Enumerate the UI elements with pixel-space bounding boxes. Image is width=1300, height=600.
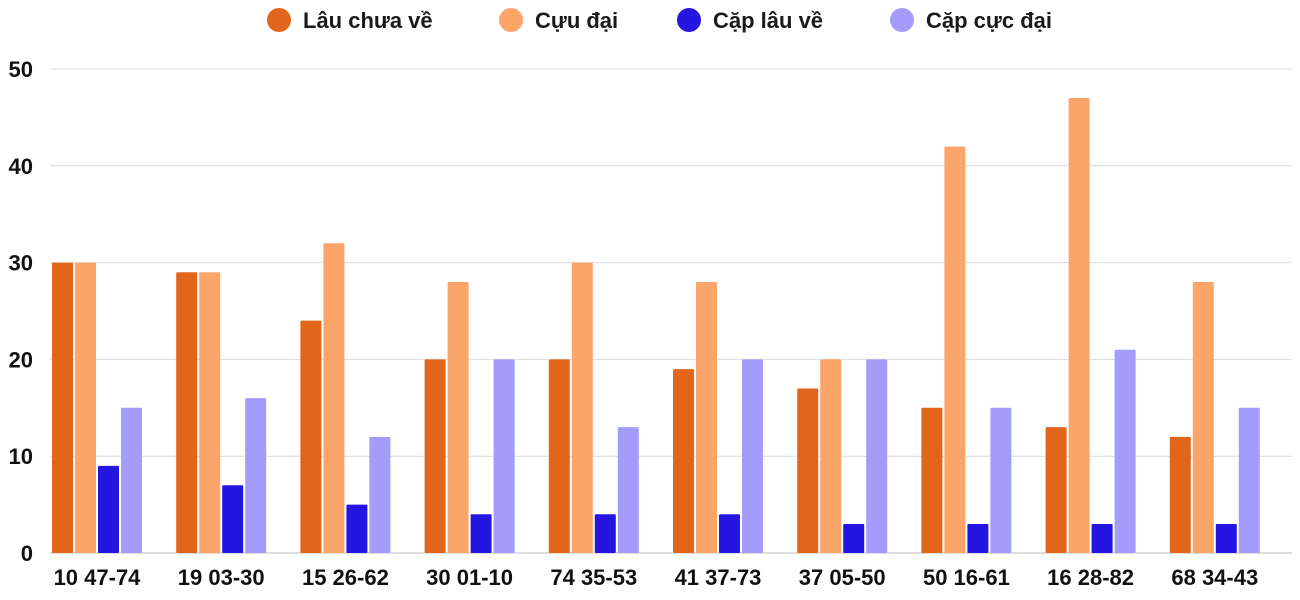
y-tick-label: 40 [9,154,33,179]
bar [1045,427,1067,553]
bar [222,485,244,553]
bar [866,359,888,553]
bar [300,320,322,553]
x-category-label: 68 34-43 [1171,565,1258,590]
bar [323,243,345,554]
bar [921,407,943,553]
bar [121,407,142,553]
legend-label: Cặp lâu về [713,8,823,33]
bar [797,388,819,553]
bar [944,146,966,553]
bar [673,369,694,553]
y-axis-ticks: 0 10 20 30 40 50 [9,57,33,566]
legend-label: Cựu đại [535,8,618,33]
y-tick-label: 0 [21,541,33,566]
bar [617,427,639,553]
x-category-label: 30 01-10 [426,565,513,590]
bar [843,523,865,553]
bar [245,398,267,553]
bar [742,359,763,553]
bar [1169,436,1191,553]
legend-marker [677,8,701,32]
bar [548,359,570,553]
legend-label: Cặp cực đại [926,8,1052,33]
bar [719,514,740,553]
bars [52,98,1260,554]
legend-label: Lâu chưa về [303,8,433,33]
x-category-label: 37 05-50 [799,565,886,590]
bar [1068,98,1090,553]
y-tick-label: 20 [9,347,33,372]
bar [75,262,96,553]
legend-marker [890,8,914,32]
bar [98,465,119,553]
bar [1238,407,1260,553]
legend: Lâu chưa về Cựu đại Cặp lâu về Cặp cực đại [267,8,1052,33]
y-tick-label: 30 [9,251,33,276]
bar [447,281,469,553]
bar [1091,523,1113,553]
bar [493,359,515,553]
x-category-label: 41 37-73 [675,565,762,590]
bar [1192,281,1214,553]
x-category-label: 10 47-74 [54,565,142,590]
bar [369,436,391,553]
y-tick-label: 10 [9,444,33,469]
legend-marker [267,8,291,32]
bar [424,359,446,553]
bar [571,262,593,553]
bar [470,514,492,553]
bar [696,281,717,553]
bar [967,523,989,553]
bar [346,504,368,553]
bar [52,262,73,553]
x-axis-labels: 10 47-74 19 03-30 15 26-62 30 01-10 74 35-53… [54,565,1259,590]
x-category-label: 74 35-53 [550,565,637,590]
x-category-label: 16 28-82 [1047,565,1134,590]
gridlines [50,68,1292,554]
y-tick-label: 50 [9,57,33,82]
bar [594,514,616,553]
legend-marker [499,8,523,32]
x-category-label: 19 03-30 [178,565,265,590]
bar [176,272,198,553]
x-category-label: 50 16-61 [923,565,1010,590]
bar [199,272,221,553]
bar [990,407,1012,553]
x-category-label: 15 26-62 [302,565,389,590]
bar [1215,523,1237,553]
bar [1114,349,1136,553]
bar [820,359,842,553]
